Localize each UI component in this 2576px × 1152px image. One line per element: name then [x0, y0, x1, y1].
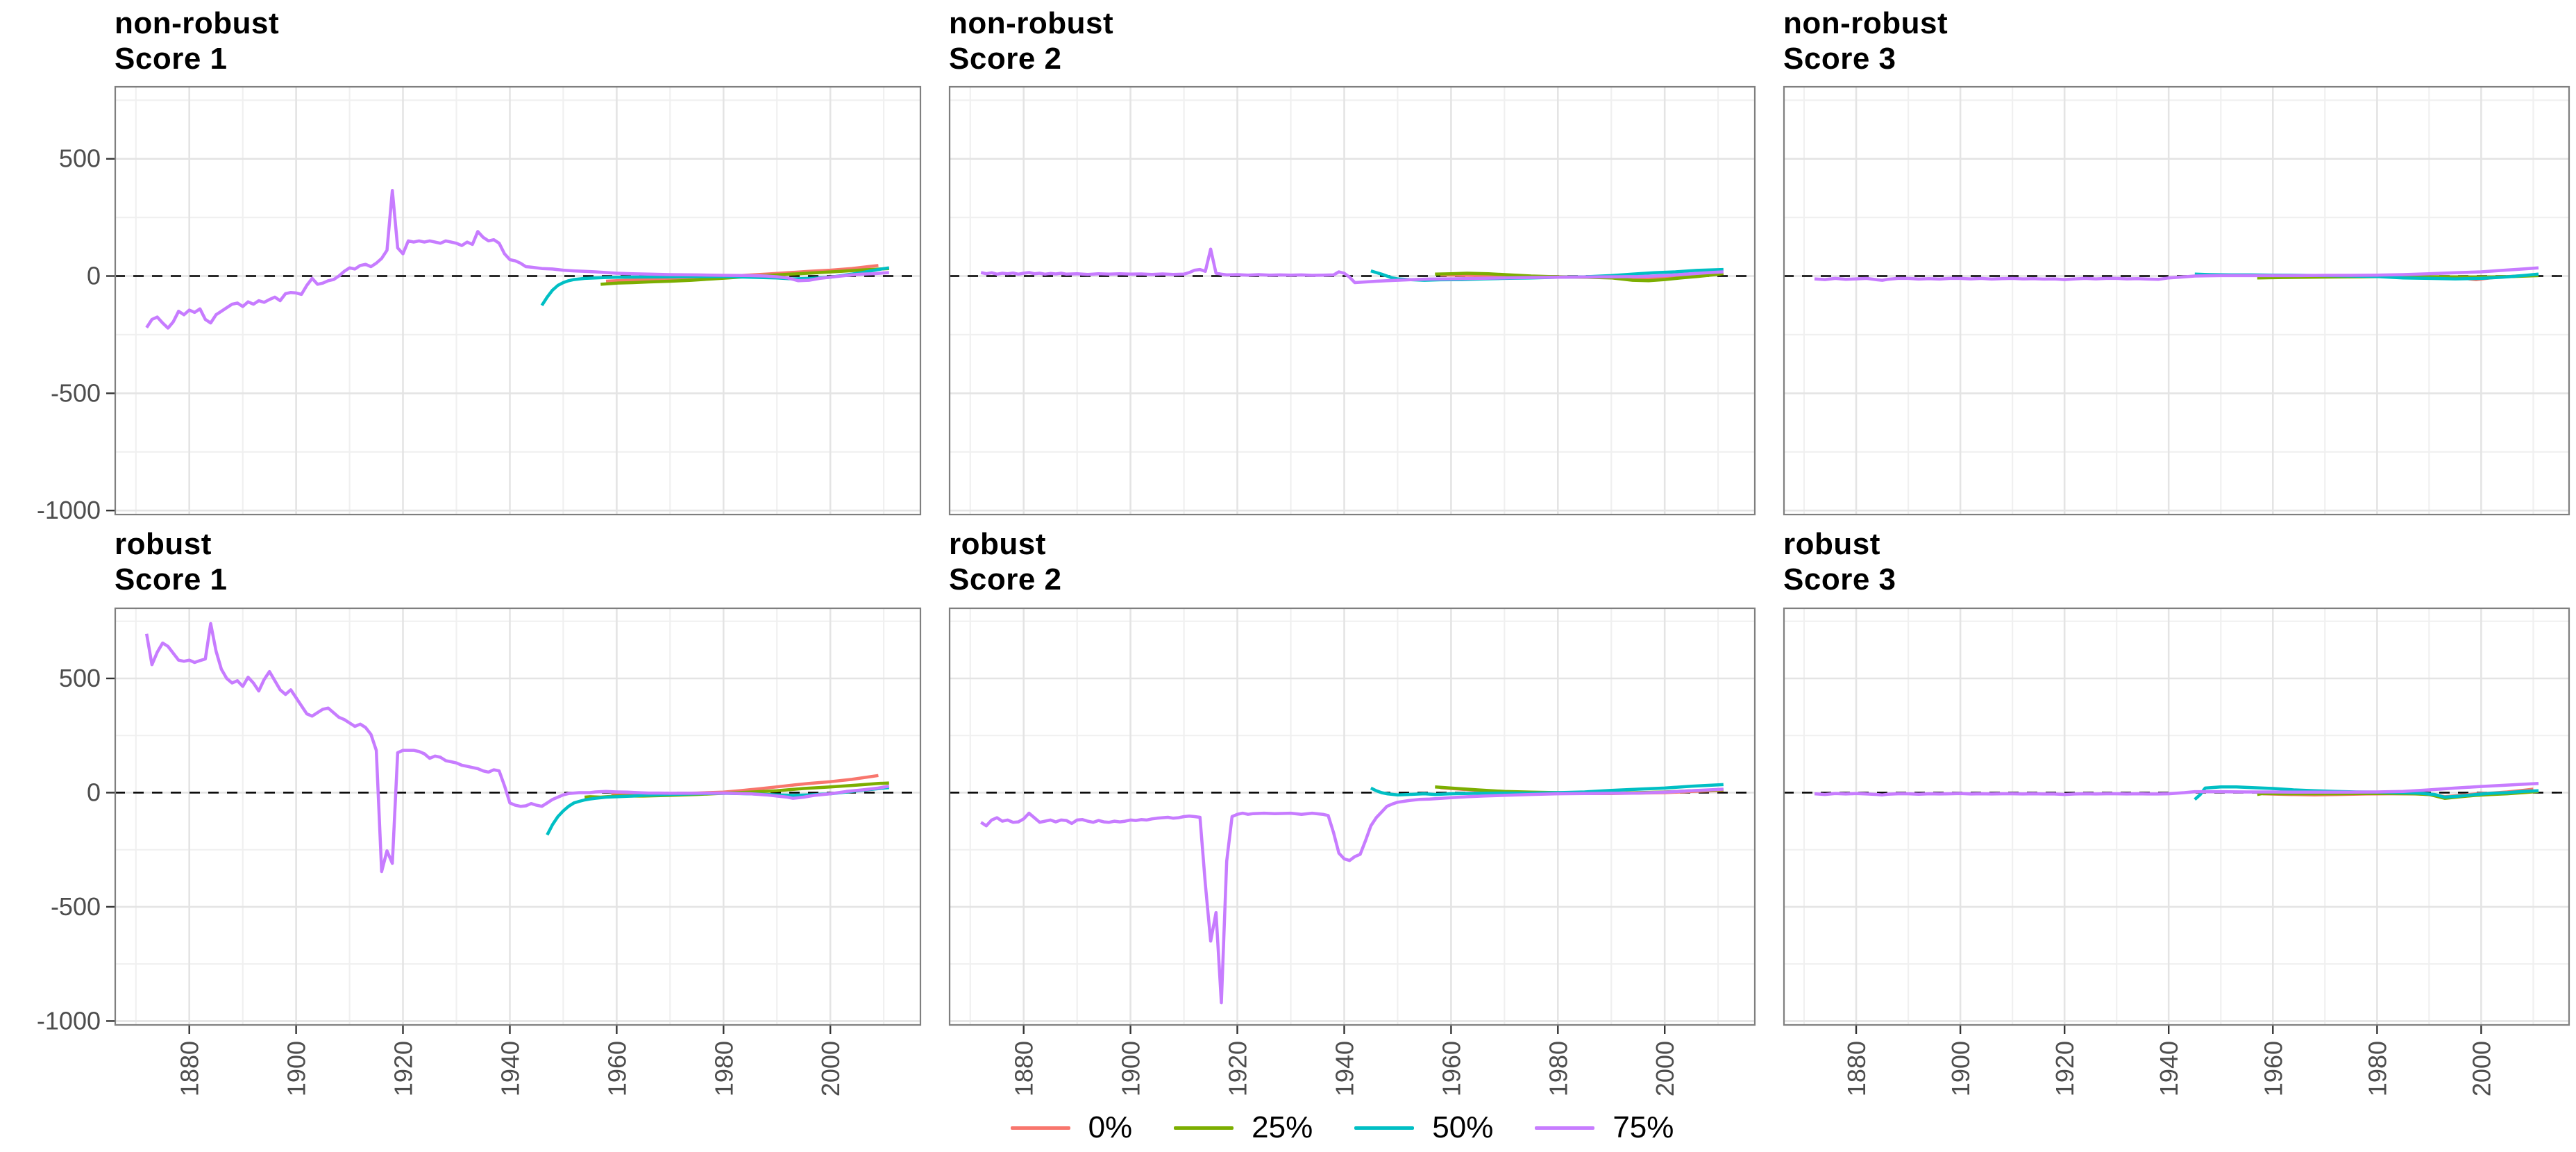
facet-row-label: robust: [115, 527, 212, 561]
svg-text:1880: 1880: [1010, 1041, 1038, 1096]
svg-text:500: 500: [59, 664, 101, 692]
svg-text:1880: 1880: [176, 1041, 204, 1096]
svg-text:1940: 1940: [496, 1041, 525, 1096]
svg-text:500: 500: [59, 144, 101, 173]
svg-text:1980: 1980: [709, 1041, 738, 1096]
panel-plot-robust-score-3: 1880 1900 1920 1940 1960 1980 2000: [1783, 607, 2570, 1096]
facet-col-label: Score 2: [949, 42, 1062, 76]
svg-text:0: 0: [87, 262, 101, 290]
svg-text:-500: -500: [51, 378, 101, 407]
svg-text:1980: 1980: [2363, 1041, 2391, 1096]
svg-text:-500: -500: [51, 892, 101, 921]
legend-item-25pct: 25%: [1174, 1110, 1313, 1145]
svg-text:2000: 2000: [2467, 1041, 2495, 1096]
facet-row-label: non-robust: [115, 6, 280, 40]
svg-text:1960: 1960: [603, 1041, 631, 1096]
facet-col-label: Score 1: [115, 42, 228, 76]
facet-title-robust-score-2: robust Score 2: [949, 526, 1061, 597]
facet-col-label: Score 1: [115, 562, 228, 596]
legend-item-50pct: 50%: [1354, 1110, 1493, 1145]
panel-plot-non-robust-score-1: 500 0 -500 -1000: [37, 85, 922, 524]
svg-text:-1000: -1000: [37, 1006, 101, 1035]
legend-key-line-75pct: [1535, 1126, 1595, 1130]
legend-key-line-25pct: [1174, 1126, 1234, 1130]
legend-key-line-50pct: [1354, 1126, 1415, 1130]
facet-title-non-robust-score-2: non-robust Score 2: [949, 6, 1113, 76]
svg-text:1880: 1880: [1842, 1041, 1871, 1096]
svg-text:1940: 1940: [1331, 1041, 1359, 1096]
legend-label: 25%: [1252, 1110, 1313, 1144]
svg-text:1980: 1980: [1544, 1041, 1572, 1096]
svg-text:1900: 1900: [1117, 1041, 1145, 1096]
svg-text:-1000: -1000: [37, 496, 101, 524]
svg-text:2000: 2000: [1651, 1041, 1679, 1096]
svg-text:1920: 1920: [2051, 1041, 2079, 1096]
facet-col-label: Score 3: [1783, 562, 1896, 596]
facet-title-non-robust-score-3: non-robust Score 3: [1783, 6, 1948, 76]
svg-text:1960: 1960: [2259, 1041, 2287, 1096]
legend-label: 75%: [1613, 1110, 1674, 1144]
facet-row-label: robust: [1783, 527, 1880, 561]
svg-text:2000: 2000: [816, 1041, 845, 1096]
legend-key-line-0pct: [1010, 1126, 1070, 1130]
panel-plot-non-robust-score-2: [948, 85, 1756, 516]
legend-label: 0%: [1088, 1110, 1133, 1144]
facet-row-label: non-robust: [1783, 6, 1948, 40]
legend-item-0pct: 0%: [1010, 1110, 1133, 1145]
legend-label: 50%: [1432, 1110, 1494, 1144]
panel-plot-non-robust-score-3: [1783, 85, 2570, 516]
facet-row-label: robust: [949, 527, 1046, 561]
panel-plot-robust-score-2: 1880 1900 1920 1940 1960 1980 2000: [948, 607, 1756, 1096]
legend-item-75pct: 75%: [1535, 1110, 1674, 1145]
facet-title-non-robust-score-1: non-robust Score 1: [115, 6, 279, 76]
svg-text:0: 0: [87, 778, 101, 807]
svg-text:1920: 1920: [1224, 1041, 1252, 1096]
svg-text:1900: 1900: [283, 1041, 311, 1096]
facet-col-label: Score 2: [949, 562, 1062, 596]
facet-title-robust-score-3: robust Score 3: [1783, 526, 1896, 597]
panel-plot-robust-score-1: 1880 1900 1920 1940 1960 1980 2000 500 0 -500 -100…: [37, 607, 922, 1096]
facet-row-label: non-robust: [949, 6, 1114, 40]
svg-text:1920: 1920: [389, 1041, 418, 1096]
legend: 0% 25% 50% 75%: [115, 1108, 2570, 1147]
svg-text:1960: 1960: [1437, 1041, 1465, 1096]
svg-text:1940: 1940: [2155, 1041, 2183, 1096]
facet-col-label: Score 3: [1783, 42, 1896, 76]
facet-title-robust-score-1: robust Score 1: [115, 526, 227, 597]
svg-text:1900: 1900: [1946, 1041, 1975, 1096]
